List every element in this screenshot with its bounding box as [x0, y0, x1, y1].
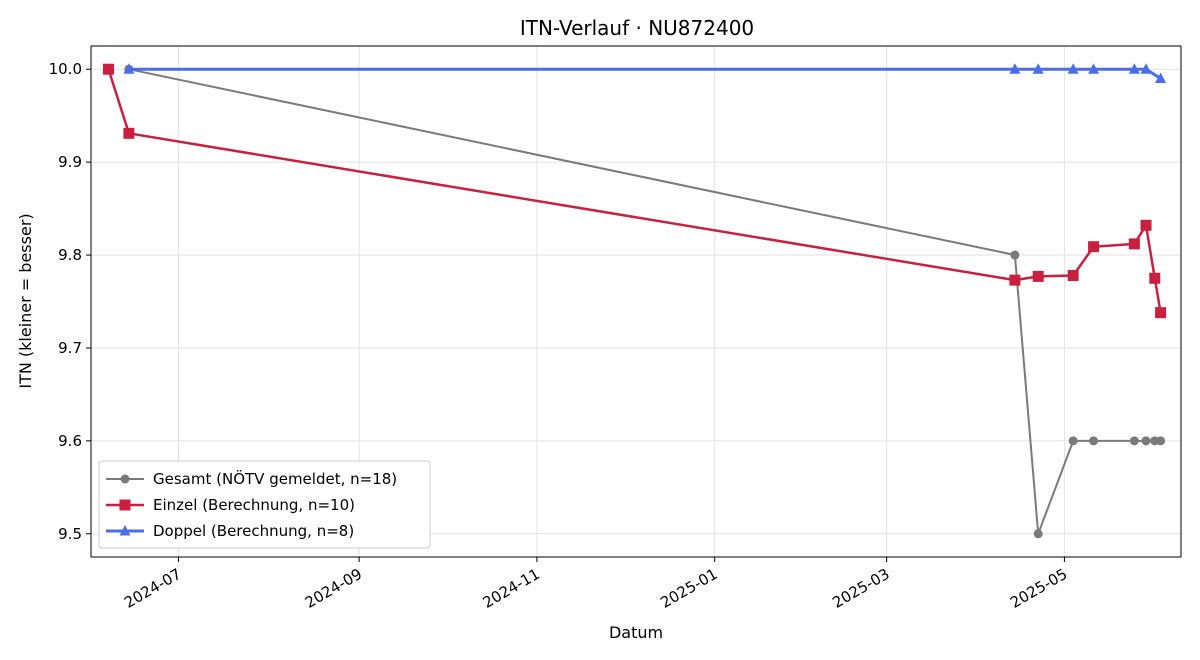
- data-point: [1149, 272, 1161, 284]
- data-point: [1067, 63, 1079, 74]
- y-axis-label: ITN (kleiner = besser): [16, 213, 35, 388]
- data-point: [1067, 269, 1079, 281]
- x-axis-label: Datum: [609, 623, 663, 642]
- data-point: [1155, 307, 1167, 319]
- data-point: [102, 63, 114, 75]
- series-line: [128, 67, 1162, 80]
- y-tick-label: 9.9: [58, 153, 82, 171]
- data-point: [1155, 72, 1167, 84]
- legend-label: Gesamt (NÖTV gemeldet, n=18): [153, 469, 397, 488]
- series-line: [107, 68, 1162, 313]
- data-point: [1033, 529, 1043, 539]
- x-tick-label: 2024-09: [302, 565, 365, 612]
- y-tick-label: 9.5: [58, 525, 82, 543]
- legend-item: Gesamt (NÖTV gemeldet, n=18): [106, 469, 397, 488]
- legend-marker: [119, 499, 131, 511]
- data-point: [1141, 436, 1151, 446]
- x-tick-label: 2024-11: [480, 565, 543, 612]
- legend-marker: [119, 525, 131, 536]
- y-tick-label: 9.6: [58, 432, 82, 450]
- series-lines: [102, 63, 1167, 539]
- x-tick-label: 2025-05: [1007, 565, 1070, 612]
- series-1: [124, 64, 1166, 539]
- plot-area: [90, 45, 1182, 558]
- chart-title: ITN-Verlauf · NU872400: [520, 16, 754, 40]
- legend-item: Doppel (Berechnung, n=8): [106, 522, 354, 540]
- data-point: [1156, 436, 1166, 446]
- legend-label: Doppel (Berechnung, n=8): [153, 522, 354, 540]
- data-point: [1128, 63, 1140, 74]
- y-tick-label: 10.0: [49, 60, 82, 78]
- legend-box: [98, 460, 431, 549]
- legend: Gesamt (NÖTV gemeldet, n=18) Einzel (Bere…: [98, 460, 431, 549]
- data-point: [123, 63, 135, 74]
- x-tick-label: 2025-01: [657, 565, 720, 612]
- data-point: [1140, 63, 1152, 74]
- data-point: [1009, 274, 1021, 286]
- x-tick-label: 2024-07: [121, 565, 184, 612]
- data-point: [1032, 63, 1044, 74]
- data-point: [123, 127, 135, 139]
- y-tick-label: 9.8: [58, 246, 82, 264]
- data-point: [1128, 238, 1140, 250]
- data-point: [1129, 436, 1139, 446]
- data-point: [1140, 219, 1152, 231]
- data-point: [1032, 270, 1044, 282]
- data-point: [1088, 63, 1100, 74]
- legend-item: Einzel (Berechnung, n=10): [106, 496, 355, 514]
- y-tick-label: 9.7: [58, 339, 82, 357]
- data-point: [1009, 63, 1021, 74]
- x-tick-label: 2025-03: [829, 565, 892, 612]
- data-point: [1010, 250, 1020, 260]
- series-2: [102, 63, 1167, 319]
- y-axis-ticks: 9.5 9.6 9.7 9.8 9.9 10.0: [49, 60, 91, 543]
- legend-label: Einzel (Berechnung, n=10): [153, 496, 355, 514]
- x-axis-ticks: 2024-07 2024-09 2024-11 2025-01 2025-03 2025-…: [121, 557, 1070, 612]
- data-point: [1089, 436, 1099, 446]
- legend-marker: [120, 474, 130, 484]
- data-point: [1088, 241, 1100, 253]
- data-point: [1068, 436, 1078, 446]
- series-3: [123, 63, 1167, 84]
